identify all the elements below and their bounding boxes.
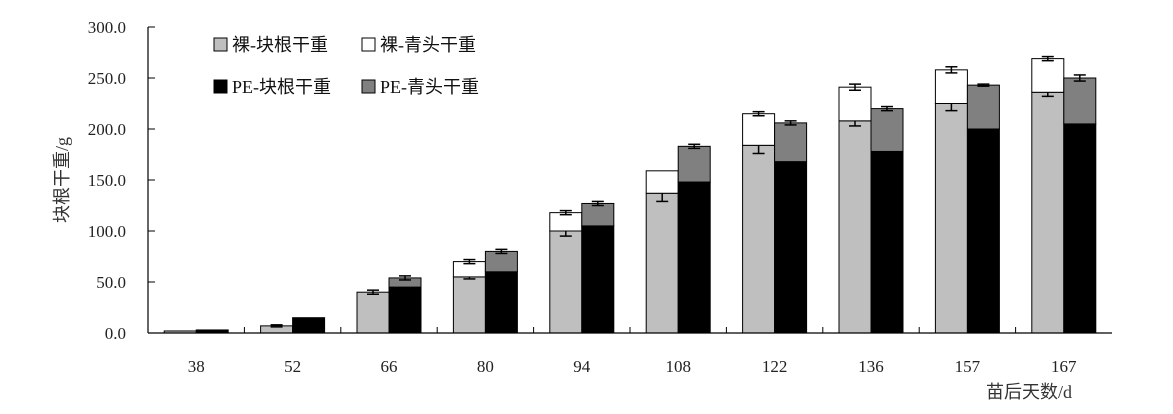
legend-label-1: 裸-青头干重 [380, 35, 476, 55]
legend-label-3: PE-青头干重 [380, 77, 479, 97]
x-tick-label: 157 [955, 357, 981, 376]
plot-area [163, 55, 1097, 334]
bar-bare-top [1031, 58, 1065, 93]
bar-bare-root [742, 144, 776, 334]
x-axis-label: 苗后天数/d [986, 382, 1072, 402]
bar-bare-top [838, 86, 872, 122]
x-tick-label: 108 [665, 357, 691, 376]
bar-bare-top [645, 170, 679, 194]
y-axis-label: 块根干重/g [52, 137, 72, 223]
x-tick-label: 136 [858, 357, 884, 376]
x-tick-label: 38 [188, 357, 205, 376]
bar-bare-root [356, 291, 390, 334]
bar-pe-root [774, 161, 808, 334]
bar-pe-root [677, 181, 711, 334]
x-tick-label: 66 [381, 357, 398, 376]
x-tick-label: 52 [284, 357, 301, 376]
x-ticks: 38 52 66 80 94 108 122 136 157 167 [188, 327, 1077, 376]
x-tick-label: 122 [762, 357, 788, 376]
bar-pe-top [484, 250, 518, 273]
bar-bare-root [452, 276, 486, 334]
legend-swatch-2 [213, 79, 228, 94]
bar-bare-root [549, 230, 583, 334]
legend: 裸-块根干重 裸-青头干重 PE-块根干重 PE-青头干重 [213, 35, 479, 97]
bar-bare-root [1031, 91, 1065, 334]
x-tick-label: 94 [573, 357, 591, 376]
bar-pe-top [1063, 77, 1097, 125]
bar-pe-top [581, 202, 615, 227]
legend-swatch-3 [361, 79, 376, 94]
y-tick-label: 0.0 [105, 324, 126, 343]
y-tick-label: 250.0 [88, 69, 126, 88]
bar-pe-top [677, 145, 711, 183]
y-tick-label: 300.0 [88, 18, 126, 37]
legend-label-0: 裸-块根干重 [232, 35, 328, 55]
bar-bare-top [742, 113, 776, 146]
y-tick-label: 50.0 [96, 273, 126, 292]
bar-pe-root [292, 317, 326, 334]
bar-bare-top [934, 69, 968, 104]
bar-bare-root [645, 192, 679, 334]
y-tick-label: 100.0 [88, 222, 126, 241]
x-tick-label: 80 [477, 357, 494, 376]
legend-swatch-0 [213, 37, 228, 52]
bar-pe-root [1063, 123, 1097, 334]
y-tick-label: 200.0 [88, 120, 126, 139]
bar-pe-top [774, 122, 808, 163]
bar-pe-root [388, 286, 422, 334]
bar-pe-root [484, 271, 518, 334]
bar-pe-root [870, 150, 904, 334]
bar-pe-top [966, 84, 1000, 130]
y-ticks: 0.0 50.0 100.0 150.0 200.0 250.0 300.0 [88, 18, 155, 343]
bar-pe-top [870, 108, 904, 152]
bar-bare-root [934, 103, 968, 334]
legend-swatch-1 [361, 37, 376, 52]
bar-bare-root [838, 120, 872, 334]
legend-label-2: PE-块根干重 [232, 77, 331, 97]
bar-pe-root [966, 128, 1000, 334]
bar-pe-root [581, 225, 615, 334]
y-tick-label: 150.0 [88, 171, 126, 190]
x-tick-label: 167 [1051, 357, 1077, 376]
